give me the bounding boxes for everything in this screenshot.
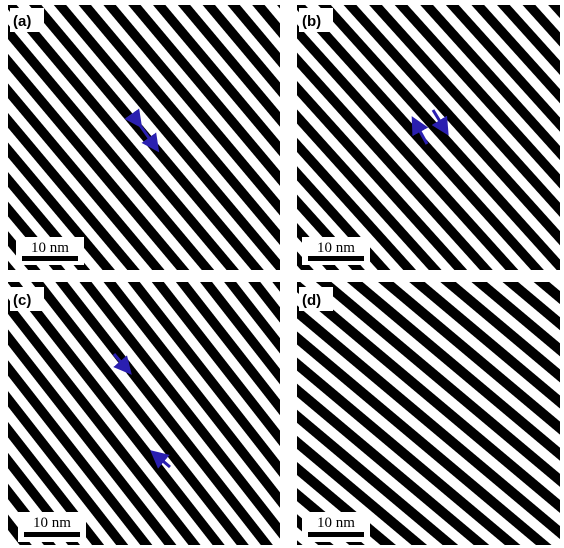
scale-bar-label: 10 nm [31, 240, 69, 256]
scale-bar-label: 10 nm [317, 240, 355, 256]
panel-a: (a) 10 nm [8, 5, 280, 270]
stripe-image [297, 5, 560, 270]
label-bg [299, 8, 333, 32]
label-bg [299, 287, 333, 311]
panel-label: (a) [13, 13, 31, 30]
stripe-image [8, 282, 280, 545]
label-bg [10, 8, 44, 32]
panel-d: (d) 10 nm [297, 282, 560, 545]
arrow [150, 450, 171, 469]
scale-bar-label: 10 nm [317, 515, 355, 531]
panel-b: (b) 10 nm [297, 5, 560, 270]
arrow [112, 353, 132, 375]
stripe-image [8, 5, 280, 270]
stripe-image [297, 282, 560, 545]
panel-c: (c) 10 nm [8, 282, 280, 545]
arrow [411, 116, 429, 145]
panel-label: (d) [302, 292, 321, 309]
label-bg [10, 287, 44, 311]
panel-label: (c) [13, 292, 31, 309]
scale-bar-label: 10 nm [33, 515, 71, 531]
arrow [124, 108, 160, 153]
scale-bar [24, 532, 80, 537]
arrow [431, 109, 449, 136]
panel-label: (b) [302, 13, 321, 30]
scale-bar [22, 256, 78, 261]
scale-bar [308, 532, 364, 537]
scale-bar [308, 256, 364, 261]
